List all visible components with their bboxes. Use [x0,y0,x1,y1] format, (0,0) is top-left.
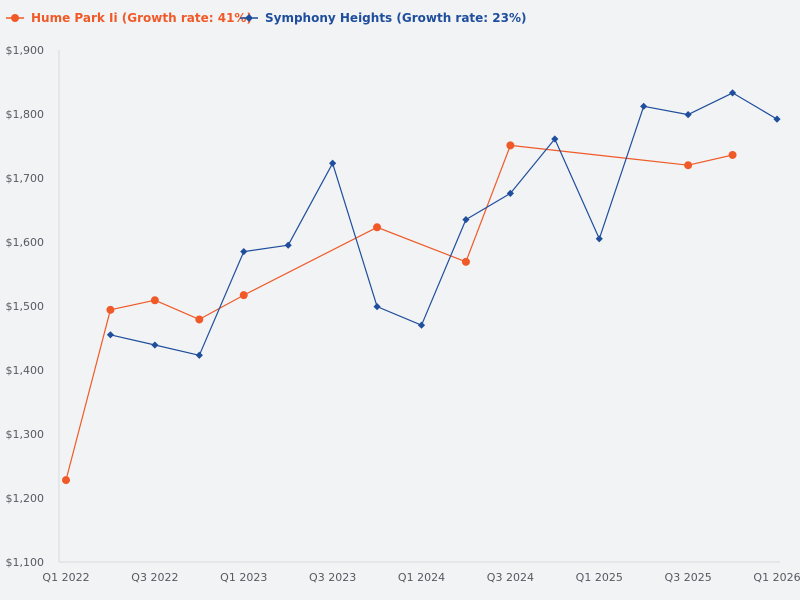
data-point-symphony-heights[interactable] [195,351,203,359]
data-point-hume-park-ii[interactable] [506,141,515,150]
data-point-hume-park-ii[interactable] [373,223,382,232]
data-point-symphony-heights[interactable] [151,341,159,349]
x-tick-label: Q3 2025 [665,571,712,584]
series-layer [62,89,781,485]
x-tick-label: Q3 2024 [487,571,534,584]
data-point-symphony-heights[interactable] [773,115,781,123]
legend-item-hume-park[interactable]: Hume Park Ii (Growth rate: 41%) [6,11,252,25]
y-tick-label: $1,200 [6,492,45,505]
data-point-symphony-heights[interactable] [284,241,292,249]
series-line-symphony-heights [110,92,778,356]
data-point-hume-park-ii[interactable] [239,291,248,300]
x-tick-label: Q3 2022 [131,571,178,584]
y-tick-label: $1,300 [6,428,45,441]
data-point-symphony-heights[interactable] [506,189,514,197]
x-tick-label: Q1 2026 [753,571,800,584]
y-tick-label: $1,900 [6,44,45,57]
legend-swatch-hume-park-marker [11,14,19,22]
legend: Hume Park Ii (Growth rate: 41%) Symphony… [6,11,527,25]
data-point-hume-park-ii[interactable] [684,161,693,170]
x-axis-ticks: Q1 2022 Q3 2022 Q1 2023 Q3 2023 Q1 2024 Q3 20… [42,571,800,584]
x-tick-label: Q3 2023 [309,571,356,584]
x-tick-label: Q1 2023 [220,571,267,584]
data-point-hume-park-ii[interactable] [728,150,737,159]
data-point-symphony-heights[interactable] [417,321,426,329]
x-tick-label: Q1 2022 [42,571,89,584]
data-point-hume-park-ii[interactable] [195,315,204,324]
y-tick-label: $1,600 [6,236,45,249]
legend-label-symphony-heights: Symphony Heights (Growth rate: 23%) [265,11,527,25]
data-point-symphony-heights[interactable] [728,89,737,97]
y-axis-ticks: $1,100 $1,200 $1,300 $1,400 $1,500 $1,600 $1,7… [6,44,45,569]
data-point-symphony-heights[interactable] [462,216,470,224]
y-tick-label: $1,100 [6,556,45,569]
x-tick-label: Q1 2025 [576,571,623,584]
data-point-symphony-heights[interactable] [684,111,692,119]
legend-item-symphony-heights[interactable]: Symphony Heights (Growth rate: 23%) [240,11,527,25]
data-point-symphony-heights[interactable] [640,102,648,110]
series-line-hume-park-ii [65,144,733,481]
data-point-symphony-heights[interactable] [551,135,559,143]
data-point-symphony-heights[interactable] [329,159,337,167]
data-point-hume-park-ii[interactable] [150,296,159,305]
y-tick-label: $1,400 [6,364,45,377]
data-point-hume-park-ii[interactable] [106,305,115,314]
legend-swatch-symphony-heights-marker [245,14,253,22]
y-tick-label: $1,800 [6,108,45,121]
legend-label-hume-park: Hume Park Ii (Growth rate: 41%) [31,11,252,25]
data-point-symphony-heights[interactable] [240,248,248,256]
y-tick-label: $1,500 [6,300,45,313]
data-point-symphony-heights[interactable] [373,303,381,311]
data-point-hume-park-ii[interactable] [62,476,70,485]
data-point-symphony-heights[interactable] [106,331,115,339]
data-point-hume-park-ii[interactable] [461,257,470,266]
data-point-symphony-heights[interactable] [595,235,603,243]
x-tick-label: Q1 2024 [398,571,445,584]
y-tick-label: $1,700 [6,172,45,185]
